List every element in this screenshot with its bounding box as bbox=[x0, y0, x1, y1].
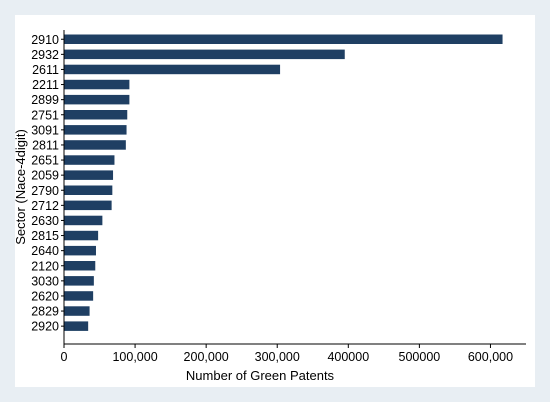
y-tick-label: 3091 bbox=[31, 123, 59, 137]
bar-2651 bbox=[64, 155, 115, 165]
bars-group bbox=[64, 34, 503, 331]
bar-2630 bbox=[64, 215, 103, 226]
x-tick-label: 500000 bbox=[399, 350, 441, 364]
y-tick-label: 2829 bbox=[31, 305, 59, 319]
bar-2920 bbox=[64, 321, 89, 331]
y-tick-label: 2815 bbox=[31, 229, 59, 243]
bar-2211 bbox=[64, 79, 130, 90]
bar-2640 bbox=[64, 245, 96, 256]
y-tick-label: 2712 bbox=[31, 199, 59, 213]
y-tick-label: 2790 bbox=[31, 184, 59, 198]
bar-2620 bbox=[64, 291, 94, 301]
x-tick-label: 100,000 bbox=[112, 350, 157, 364]
x-tick-label: 400000 bbox=[327, 350, 369, 364]
bar-3030 bbox=[64, 276, 94, 286]
y-tick-label: 2910 bbox=[31, 33, 59, 47]
y-tick-label: 2630 bbox=[31, 214, 59, 228]
bar-2932 bbox=[64, 49, 345, 60]
y-tick-label: 2651 bbox=[31, 154, 59, 168]
bar-2712 bbox=[64, 200, 112, 211]
y-tick-label: 2899 bbox=[31, 93, 59, 107]
x-tick-label: 200,000 bbox=[184, 350, 229, 364]
y-tick-label: 2751 bbox=[31, 108, 59, 122]
bar-2611 bbox=[64, 64, 281, 75]
y-tick-label: 3030 bbox=[31, 274, 59, 288]
y-tick-label: 2611 bbox=[32, 63, 59, 77]
x-tick-labels: 0 100,000 200,000 300,000 400000 500000 600,00… bbox=[61, 344, 513, 364]
y-axis-label: Sector (Nace-4digit) bbox=[13, 129, 28, 245]
y-tick-label: 2640 bbox=[31, 244, 59, 258]
bar-2910 bbox=[64, 34, 503, 44]
x-axis-label: Number of Green Patents bbox=[186, 368, 335, 383]
y-tick-label: 2932 bbox=[31, 48, 59, 62]
bar-2899 bbox=[64, 94, 130, 105]
bar-2815 bbox=[64, 230, 99, 241]
y-tick-label: 2120 bbox=[31, 259, 59, 273]
y-tick-label: 2211 bbox=[32, 78, 59, 92]
bar-2790 bbox=[64, 185, 113, 195]
bar-2120 bbox=[64, 261, 96, 271]
bar-2751 bbox=[64, 110, 128, 120]
y-tick-label: 2811 bbox=[32, 138, 59, 152]
x-tick-label: 0 bbox=[61, 350, 68, 364]
x-tick-label: 600,000 bbox=[468, 350, 513, 364]
y-tick-label: 2920 bbox=[31, 320, 59, 334]
x-tick-label: 300,000 bbox=[255, 350, 300, 364]
y-tick-label: 2620 bbox=[31, 289, 59, 303]
bar-2059 bbox=[64, 170, 114, 180]
bar-2811 bbox=[64, 140, 126, 150]
y-tick-label: 2059 bbox=[31, 169, 59, 183]
bar-3091 bbox=[64, 125, 127, 135]
bar-2829 bbox=[64, 306, 90, 316]
